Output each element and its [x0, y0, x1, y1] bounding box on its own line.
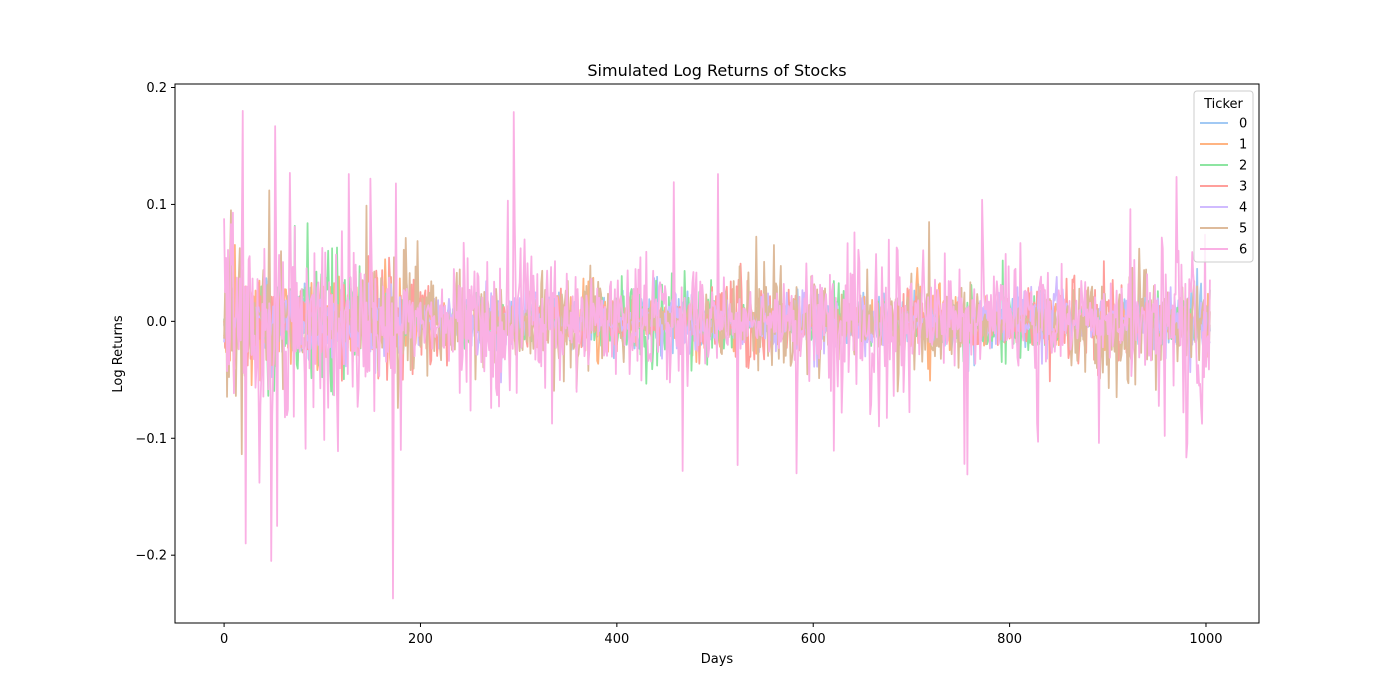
- x-axis: 0 200 400 600 800 1000: [220, 623, 1223, 647]
- y-tick-label: 0.0: [146, 315, 167, 330]
- series-line-6: [223, 109, 1211, 600]
- x-axis-label: Days: [701, 652, 734, 667]
- legend-box: [1193, 90, 1254, 263]
- y-axis-label: Log Returns: [111, 315, 126, 392]
- chart-title: Simulated Log Returns of Stocks: [587, 61, 846, 80]
- axes-frame: [174, 83, 1260, 624]
- legend-label-1: 1: [1239, 138, 1247, 153]
- legend-label-4: 4: [1239, 201, 1247, 216]
- x-tick-label: 1000: [1189, 632, 1222, 647]
- y-axis: −0.2 −0.1 0.0 0.1 0.2: [135, 81, 175, 564]
- x-tick-label: 200: [408, 632, 433, 647]
- y-tick-label: −0.2: [135, 549, 167, 564]
- x-tick-label: 800: [997, 632, 1022, 647]
- y-tick-label: −0.1: [135, 432, 167, 447]
- legend-label-2: 2: [1239, 159, 1247, 174]
- series-layer: [223, 109, 1211, 600]
- x-tick-label: 600: [801, 632, 826, 647]
- y-tick-label: 0.2: [146, 81, 167, 96]
- legend-label-5: 5: [1239, 222, 1247, 237]
- x-tick-label: 400: [604, 632, 629, 647]
- x-tick-label: 0: [220, 632, 228, 647]
- legend: Ticker 0 1 2 3 4 5 6: [1193, 90, 1254, 263]
- y-tick-label: 0.1: [146, 198, 167, 213]
- legend-label-3: 3: [1239, 180, 1247, 195]
- legend-title: Ticker: [1203, 97, 1243, 112]
- legend-label-6: 6: [1239, 243, 1247, 258]
- legend-label-0: 0: [1239, 117, 1247, 132]
